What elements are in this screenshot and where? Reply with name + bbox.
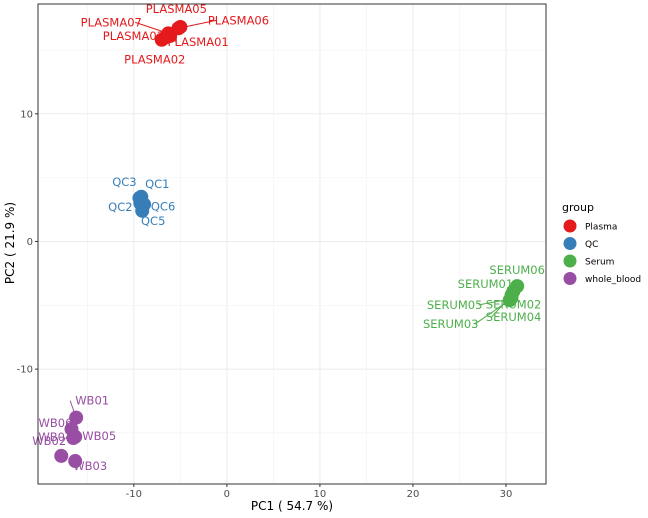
x-tick-label: -10 — [126, 489, 142, 500]
point-label: SERUM01 — [458, 277, 514, 291]
data-point — [68, 454, 83, 469]
legend-key — [563, 219, 577, 233]
legend: group Plasma QC Serum whole_blood — [562, 201, 641, 285]
legend-label: QC — [585, 240, 598, 250]
point-label: SERUM03 — [423, 317, 479, 331]
panel-border — [37, 3, 547, 485]
legend-label: Plasma — [585, 223, 617, 233]
legend-key — [563, 237, 577, 250]
point-label: PLASMA02 — [124, 53, 185, 67]
point-label: PLASMA03 — [103, 29, 164, 43]
point-label: QC1 — [145, 177, 169, 191]
point-label: WB05 — [82, 429, 116, 443]
data-point — [503, 291, 518, 306]
legend-label: whole_blood — [585, 275, 641, 285]
point-label: WB06 — [39, 416, 73, 430]
legend-key — [563, 254, 577, 268]
data-point — [64, 422, 79, 437]
point-label: WB01 — [75, 394, 109, 408]
point-label: QC3 — [112, 175, 136, 189]
point-label: QC2 — [108, 200, 132, 214]
data-point — [137, 197, 152, 212]
y-tick-label: -10 — [17, 365, 33, 376]
point-label: SERUM02 — [486, 298, 542, 312]
point-label: PLASMA06 — [208, 13, 269, 27]
legend-label: Serum — [585, 258, 614, 268]
y-tick-label: 0 — [27, 237, 33, 248]
data-point — [510, 279, 525, 294]
data-point — [69, 410, 84, 425]
y-tick-label: 10 — [20, 109, 33, 120]
point-label: SERUM06 — [489, 263, 545, 277]
point-label: PLASMA07 — [81, 15, 142, 29]
point-label: SERUM05 — [427, 298, 483, 312]
plot-panel — [38, 4, 546, 484]
x-tick-label: 0 — [224, 489, 230, 500]
x-tick-label: 10 — [314, 489, 327, 500]
x-tick-label: 30 — [500, 489, 513, 500]
data-marks: PLASMA01 PLASMA02 PLASMA03 PLASMA05PLASMA06… — [32, 2, 545, 473]
data-point — [161, 26, 176, 41]
point-label: QC6 — [151, 199, 175, 213]
point-label: WB03 — [73, 459, 107, 473]
data-point — [54, 448, 69, 463]
point-label: PLASMA01 — [168, 35, 229, 49]
point-label: WB02 — [32, 434, 66, 448]
point-label: WB04 — [38, 430, 72, 444]
legend-key — [563, 272, 577, 285]
point-label: PLASMA05 — [146, 2, 207, 16]
x-axis-title: PC1 ( 54.7 %) — [251, 499, 333, 513]
axes: -10 0 10 20 30 -10 0 10 — [17, 3, 547, 500]
x-tick-label: 20 — [407, 489, 420, 500]
point-label: QC5 — [141, 214, 165, 228]
point-label: SERUM04 — [486, 310, 542, 324]
y-axis-title: PC2 ( 21.9 %) — [3, 202, 17, 284]
legend-title: group — [562, 201, 594, 214]
